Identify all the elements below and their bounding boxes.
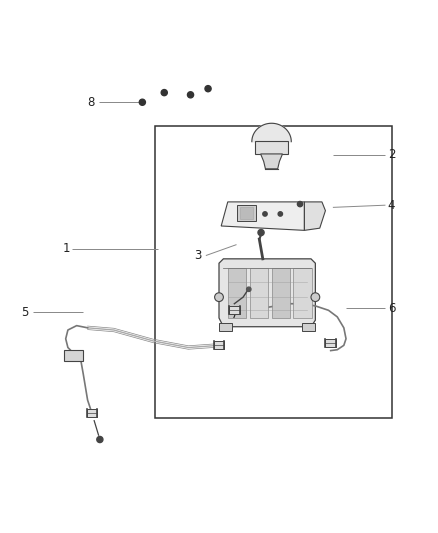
Circle shape bbox=[161, 90, 167, 96]
Bar bbox=[155, 126, 392, 418]
Bar bbox=[302, 323, 315, 331]
Circle shape bbox=[247, 287, 251, 292]
Text: 2: 2 bbox=[388, 148, 395, 161]
Bar bbox=[255, 141, 288, 154]
Polygon shape bbox=[304, 202, 325, 230]
Polygon shape bbox=[252, 123, 291, 142]
Text: 4: 4 bbox=[388, 199, 395, 212]
Circle shape bbox=[245, 212, 250, 216]
Bar bbox=[228, 268, 246, 318]
Text: 3: 3 bbox=[194, 249, 201, 262]
Bar bbox=[293, 268, 312, 318]
Circle shape bbox=[263, 212, 267, 216]
Text: 7: 7 bbox=[231, 308, 239, 321]
Bar bbox=[229, 306, 240, 314]
Bar bbox=[325, 339, 336, 347]
Polygon shape bbox=[64, 350, 83, 361]
Circle shape bbox=[187, 92, 194, 98]
Circle shape bbox=[139, 99, 145, 106]
Polygon shape bbox=[261, 154, 283, 169]
Circle shape bbox=[311, 293, 320, 302]
Bar bbox=[272, 268, 290, 318]
Bar bbox=[219, 323, 232, 331]
Circle shape bbox=[97, 437, 103, 442]
Text: 8: 8 bbox=[87, 96, 94, 109]
Text: 1: 1 bbox=[63, 243, 70, 255]
Circle shape bbox=[258, 230, 264, 236]
Bar bbox=[240, 207, 253, 219]
Circle shape bbox=[215, 293, 223, 302]
Text: 5: 5 bbox=[21, 306, 28, 319]
Circle shape bbox=[205, 86, 211, 92]
Bar bbox=[214, 342, 224, 349]
Circle shape bbox=[297, 201, 303, 207]
Polygon shape bbox=[219, 259, 315, 327]
Bar bbox=[86, 409, 97, 417]
Bar bbox=[237, 205, 256, 221]
Polygon shape bbox=[221, 202, 304, 230]
Text: 6: 6 bbox=[388, 302, 395, 314]
Circle shape bbox=[278, 212, 283, 216]
Bar bbox=[250, 268, 268, 318]
